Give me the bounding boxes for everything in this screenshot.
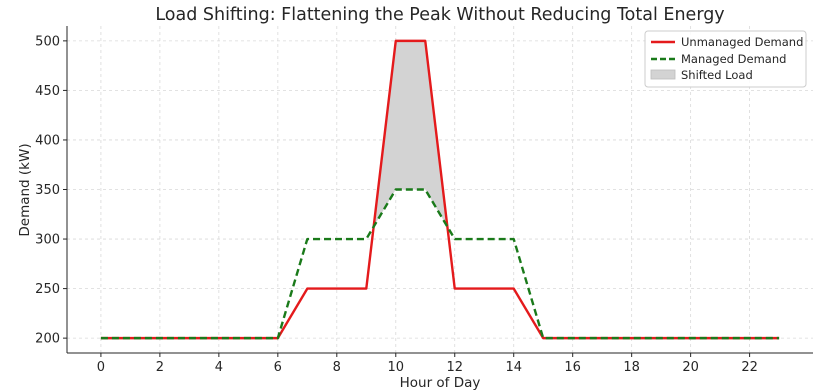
- x-tick-label: 6: [274, 360, 282, 375]
- x-tick-label: 18: [623, 360, 640, 375]
- x-tick-label: 20: [682, 360, 699, 375]
- x-tick-label: 4: [215, 360, 223, 375]
- x-tick-label: 0: [97, 360, 105, 375]
- x-tick-label: 22: [741, 360, 758, 375]
- y-tick-label: 200: [35, 332, 60, 347]
- x-tick-label: 14: [505, 360, 522, 375]
- y-axis-title: Demand (kW): [17, 143, 33, 236]
- series-lines: [100, 39, 780, 340]
- y-tick-label: 300: [35, 233, 60, 248]
- legend-label-managed: Managed Demand: [681, 52, 786, 66]
- shifted-load-area: [373, 40, 448, 227]
- y-tick-label: 250: [35, 282, 60, 297]
- y-tick-label: 500: [35, 34, 60, 49]
- legend-box: [644, 30, 807, 88]
- x-tick-label: 16: [564, 360, 581, 375]
- chart-title: Load Shifting: Flattening the Peak Witho…: [155, 5, 724, 25]
- y-tick-label: 350: [35, 183, 60, 198]
- legend: Unmanaged Demand Managed Demand Shifted …: [644, 30, 807, 88]
- x-axis-title: Hour of Day: [400, 375, 481, 391]
- y-tick-label: 400: [35, 133, 60, 148]
- legend-label-unmanaged: Unmanaged Demand: [681, 35, 803, 49]
- legend-swatch-shifted: [650, 69, 676, 80]
- x-tick-label: 10: [387, 360, 404, 375]
- shifted-load-fill: [373, 40, 448, 227]
- tick-labels: 0 2 4 6 8 10 12 14 16 18 20 22 200 250 300 350 400 450 500: [35, 34, 758, 375]
- y-tick-label: 450: [35, 84, 60, 99]
- managed-demand-line: [100, 188, 780, 340]
- x-tick-label: 8: [333, 360, 341, 375]
- legend-label-shifted: Shifted Load: [681, 68, 753, 82]
- x-tick-label: 12: [446, 360, 463, 375]
- x-tick-label: 2: [156, 360, 164, 375]
